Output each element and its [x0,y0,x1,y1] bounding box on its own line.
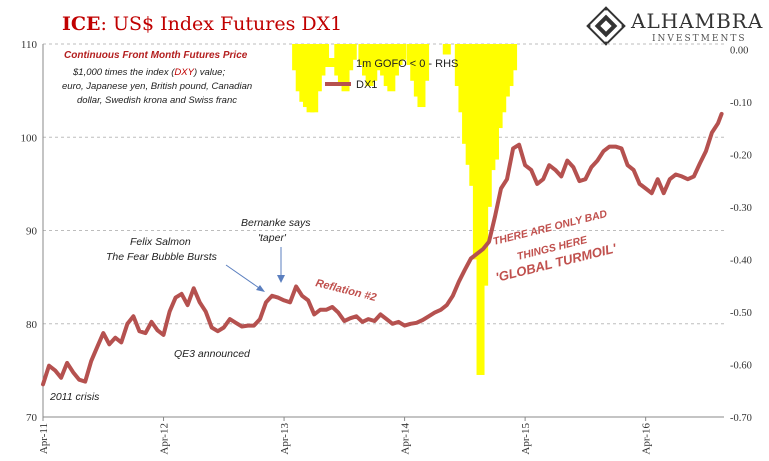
legend: 1m GOFO < 0 - RHS DX1 [325,58,458,91]
notes-line-3: dollar, Swedish krona and Swiss franc [77,95,237,106]
logo-name: ALHAMBRA [630,9,763,33]
annotation-salmon-1: Felix Salmon [130,236,191,248]
right-tick-label: 0.00 [730,45,748,56]
x-tick-label: Apr-16 [641,423,653,455]
alhambra-logo: ALHAMBRA INVESTMENTS [586,6,763,46]
left-tick-label: 90 [26,226,38,238]
annotation-salmon-2: The Fear Bubble Bursts [106,251,218,263]
logo-emblem-icon [586,6,626,46]
left-tick-label: 110 [21,39,38,51]
x-tick-label: Apr-11 [38,423,50,454]
chart-title: ICE: US$ Index Futures DX1 [62,13,342,35]
legend-label-gofo: 1m GOFO < 0 - RHS [356,58,458,70]
gofo-bar [421,44,430,81]
x-tick-label: Apr-12 [159,423,171,455]
right-tick-label: -0.20 [730,150,752,161]
annotation-salmon-arrowhead-icon [256,285,265,292]
gofo-bar [509,44,518,71]
x-tick-label: Apr-13 [279,423,291,455]
annotation-qe3: QE3 announced [174,348,251,360]
right-tick-label: -0.30 [730,203,752,214]
notes-heading: Continuous Front Month Futures Price [64,50,248,61]
gofo-bar [442,44,451,55]
left-tick-label: 80 [26,319,38,331]
legend-label-dx1: DX1 [356,79,377,91]
x-tick-label: Apr-15 [520,423,532,455]
right-axis-ticks: 0.00 -0.10 -0.20 -0.30 -0.40 -0.50 -0.60 -0.70 [730,45,752,424]
x-tick-label: Apr-14 [400,423,412,455]
left-axis-ticks: 70 80 90 100 110 [21,39,38,424]
dx1-series-line [41,111,724,387]
annotation-bernanke-2: 'taper' [258,232,287,244]
notes-line-2: euro, Japanese yen, British pound, Canad… [62,81,252,92]
gofo-bar [348,44,357,60]
x-axis-ticks: Apr-11 Apr-12 Apr-13 Apr-14 Apr-15 Apr-16 [38,417,653,455]
annotation-2011-crisis: 2011 crisis [49,391,100,403]
logo-sub: INVESTMENTS [652,34,747,44]
notes-dxy: DXY [174,67,194,78]
gofo-bar [321,44,330,60]
notes-block: Continuous Front Month Futures Price $1,… [62,50,252,106]
chart-title-prefix: ICE [62,13,101,35]
left-tick-label: 70 [26,412,38,424]
notes-line-1a: $1,000 times the index ( [72,67,175,78]
notes-line-1: $1,000 times the index (DXY) value; [72,67,225,78]
right-tick-label: -0.50 [730,308,752,319]
annotations: 2011 crisis Felix Salmon The Fear Bubble… [49,208,619,403]
gofo-bar [398,44,407,60]
annotation-bernanke-arrowhead-icon [277,275,285,283]
right-tick-label: -0.60 [730,360,752,371]
right-tick-label: -0.40 [730,255,752,266]
legend-swatch-gofo [325,58,351,67]
left-tick-label: 100 [21,132,38,144]
notes-line-1c: ) value; [193,67,226,78]
right-tick-label: -0.70 [730,413,752,424]
right-tick-label: -0.10 [730,98,752,109]
annotation-salmon-arrow [225,264,263,291]
annotation-reflation: Reflation #2 [314,277,377,304]
chart-title-rest: : US$ Index Futures DX1 [101,13,343,35]
gofo-series [292,44,518,375]
annotation-bernanke-1: Bernanke says [241,217,311,229]
